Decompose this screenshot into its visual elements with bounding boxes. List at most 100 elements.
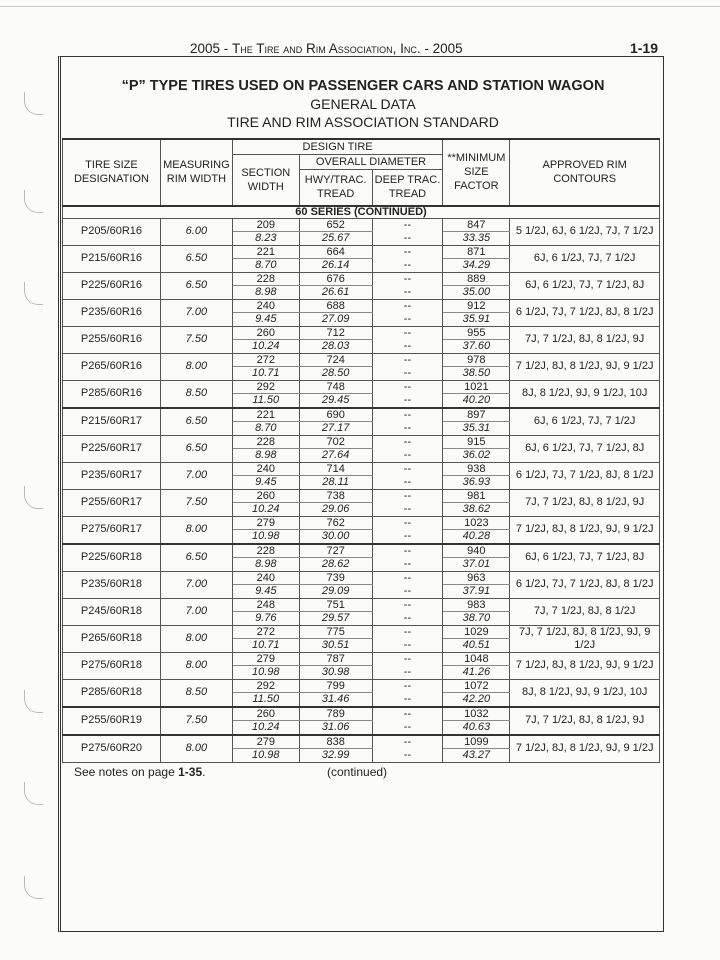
overall-diameter-mm: 751 — [298, 597, 373, 612]
table-row: P255/60R19 7.50 260 789 -- 1032 7J, 7 1/2J, 8J… — [62, 705, 660, 735]
overall-diameter-in: 30.98 — [298, 665, 373, 679]
deep-tread-mm: -- — [371, 515, 444, 530]
table-row: P275/60R20 8.00 279 838 -- 1099 7 1/2J, 8J, 8 … — [62, 733, 660, 763]
header-overall-diameter: OVERALL DIAMETER — [298, 154, 444, 170]
series-label: 60 SERIES (CONTINUED) — [62, 204, 660, 219]
overall-diameter-in: 25.67 — [298, 231, 373, 245]
overall-diameter-mm: 664 — [298, 244, 373, 259]
tire-size-cell: P265/60R18 — [62, 624, 161, 652]
table-row-inches: 9.45 29.09 -- 37.91 — [63, 584, 660, 598]
overall-diameter-mm: 714 — [298, 461, 373, 476]
rim-width-cell: 6.50 — [159, 542, 233, 571]
deep-tread-mm: -- — [371, 705, 444, 721]
page-title: “P” TYPE TIRES USED ON PASSENGER CARS AN… — [121, 78, 605, 94]
punch-hole-mark — [24, 690, 43, 713]
approved-contours-cell: 7 1/2J, 8J, 8 1/2J, 9J, 9 1/2J — [509, 515, 660, 544]
section-width-in: 10.98 — [231, 665, 300, 679]
section-width-mm: 272 — [231, 624, 300, 639]
table-row: P235/60R16 7.00 240 688 -- 912 6 1/2J, 7J, 7 1… — [62, 298, 660, 326]
running-header-title: 2005 - The Tire and Rim Association, Inc… — [190, 41, 463, 56]
table-row-inches: 8.70 26.14 -- 34.29 — [63, 258, 660, 272]
min-size-factor-in: 40.51 — [442, 638, 511, 652]
overall-diameter-in: 28.11 — [298, 475, 373, 489]
tire-size-cell: P215/60R17 — [62, 406, 161, 435]
deep-tread-mm: -- — [371, 570, 444, 585]
min-size-factor-in: 38.50 — [442, 366, 511, 380]
section-width-mm: 279 — [231, 515, 300, 530]
min-size-factor-in: 36.93 — [442, 475, 511, 489]
approved-contours-cell: 7 1/2J, 8J, 8 1/2J, 9J, 9 1/2J — [509, 651, 660, 679]
min-size-factor-in: 40.28 — [442, 529, 511, 544]
table-row: P255/60R17 7.50 260 738 -- 981 7J, 7 1/2J, 8J,… — [62, 488, 660, 516]
table-row: P235/60R18 7.00 240 739 -- 963 6 1/2J, 7J, 7 1… — [62, 570, 660, 598]
section-width-mm: 240 — [231, 461, 300, 476]
min-size-factor-in: 41.26 — [442, 665, 511, 679]
tire-data-table: TIRE SIZE DESIGNATION MEASURING RIM WIDT… — [62, 138, 660, 763]
section-width-in: 10.24 — [231, 339, 300, 353]
approved-contours-cell: 6J, 6 1/2J, 7J, 7 1/2J — [509, 406, 660, 435]
deep-tread-in: -- — [371, 692, 444, 707]
deep-tread-mm: -- — [371, 651, 444, 666]
section-width-mm: 221 — [231, 406, 300, 422]
min-size-factor-mm: 981 — [442, 488, 511, 503]
tire-size-cell: P255/60R16 — [62, 325, 161, 353]
table-row-inches: 8.70 27.17 -- 35.31 — [63, 421, 660, 435]
rim-width-cell: 8.00 — [159, 515, 233, 544]
table-row: P255/60R16 7.50 260 712 -- 955 7J, 7 1/2J, 8J,… — [62, 325, 660, 353]
section-width-in: 9.45 — [231, 312, 300, 326]
section-width-mm: 260 — [231, 325, 300, 340]
overall-diameter-in: 30.51 — [298, 638, 373, 652]
approved-contours-cell: 6 1/2J, 7J, 7 1/2J, 8J, 8 1/2J — [509, 298, 660, 326]
table-row: P225/60R16 6.50 228 676 -- 889 6J, 6 1/2J, 7J,… — [62, 271, 660, 299]
deep-tread-in: -- — [371, 584, 444, 598]
section-width-mm: 279 — [231, 733, 300, 749]
min-size-factor-mm: 897 — [442, 406, 511, 422]
section-width-in: 10.98 — [231, 748, 300, 763]
rim-width-cell: 7.00 — [159, 570, 233, 598]
section-width-mm: 279 — [231, 651, 300, 666]
min-size-factor-mm: 963 — [442, 570, 511, 585]
min-size-factor-in: 34.29 — [442, 258, 511, 272]
tire-size-cell: P255/60R17 — [62, 488, 161, 516]
deep-tread-in: -- — [371, 448, 444, 462]
table-row-inches: 10.71 28.50 -- 38.50 — [63, 366, 660, 380]
deep-tread-in: -- — [371, 312, 444, 326]
section-width-in: 10.24 — [231, 502, 300, 516]
min-size-factor-mm: 938 — [442, 461, 511, 476]
min-size-factor-mm: 983 — [442, 597, 511, 612]
overall-diameter-in: 28.03 — [298, 339, 373, 353]
overall-diameter-in: 27.64 — [298, 448, 373, 462]
section-width-in: 11.50 — [231, 692, 300, 707]
deep-tread-mm: -- — [371, 488, 444, 503]
deep-tread-in: -- — [371, 665, 444, 679]
rim-width-cell: 8.00 — [159, 624, 233, 652]
deep-tread-in: -- — [371, 720, 444, 735]
min-size-factor-mm: 955 — [442, 325, 511, 340]
overall-diameter-mm: 690 — [298, 406, 373, 422]
tire-size-cell: P215/60R16 — [62, 244, 161, 272]
punch-hole-mark — [24, 190, 43, 213]
table-row-inches: 10.98 32.99 -- 43.27 — [63, 748, 660, 763]
section-width-in: 9.76 — [231, 611, 300, 625]
section-width-in: 11.50 — [231, 393, 300, 408]
rim-width-cell: 6.50 — [159, 244, 233, 272]
table-row: P225/60R17 6.50 228 702 -- 915 6J, 6 1/2J, 7J,… — [62, 434, 660, 462]
table-row: P275/60R18 8.00 279 787 -- 1048 7 1/2J, 8J, 8 … — [62, 651, 660, 679]
min-size-factor-mm: 1023 — [442, 515, 511, 530]
deep-tread-in: -- — [371, 611, 444, 625]
deep-tread-in: -- — [371, 231, 444, 245]
tire-size-cell: P265/60R16 — [62, 352, 161, 380]
notes-reference: See notes on page 1-35. — [74, 765, 327, 780]
section-width-mm: 272 — [231, 352, 300, 367]
table-row: P285/60R18 8.50 292 799 -- 1072 8J, 8 1/2J, 9J… — [62, 678, 660, 707]
tire-size-cell: P275/60R18 — [62, 651, 161, 679]
table-row: P215/60R17 6.50 221 690 -- 897 6J, 6 1/2J, 7J,… — [62, 406, 660, 435]
section-width-in: 8.98 — [231, 557, 300, 571]
tire-size-cell: P245/60R18 — [62, 597, 161, 625]
punch-hole-mark — [24, 782, 43, 805]
min-size-factor-in: 43.27 — [442, 748, 511, 763]
rim-width-cell: 7.50 — [159, 488, 233, 516]
deep-tread-in: -- — [371, 502, 444, 516]
table-footer: See notes on page 1-35. (continued) — [62, 765, 660, 780]
tire-size-cell: P235/60R18 — [62, 570, 161, 598]
